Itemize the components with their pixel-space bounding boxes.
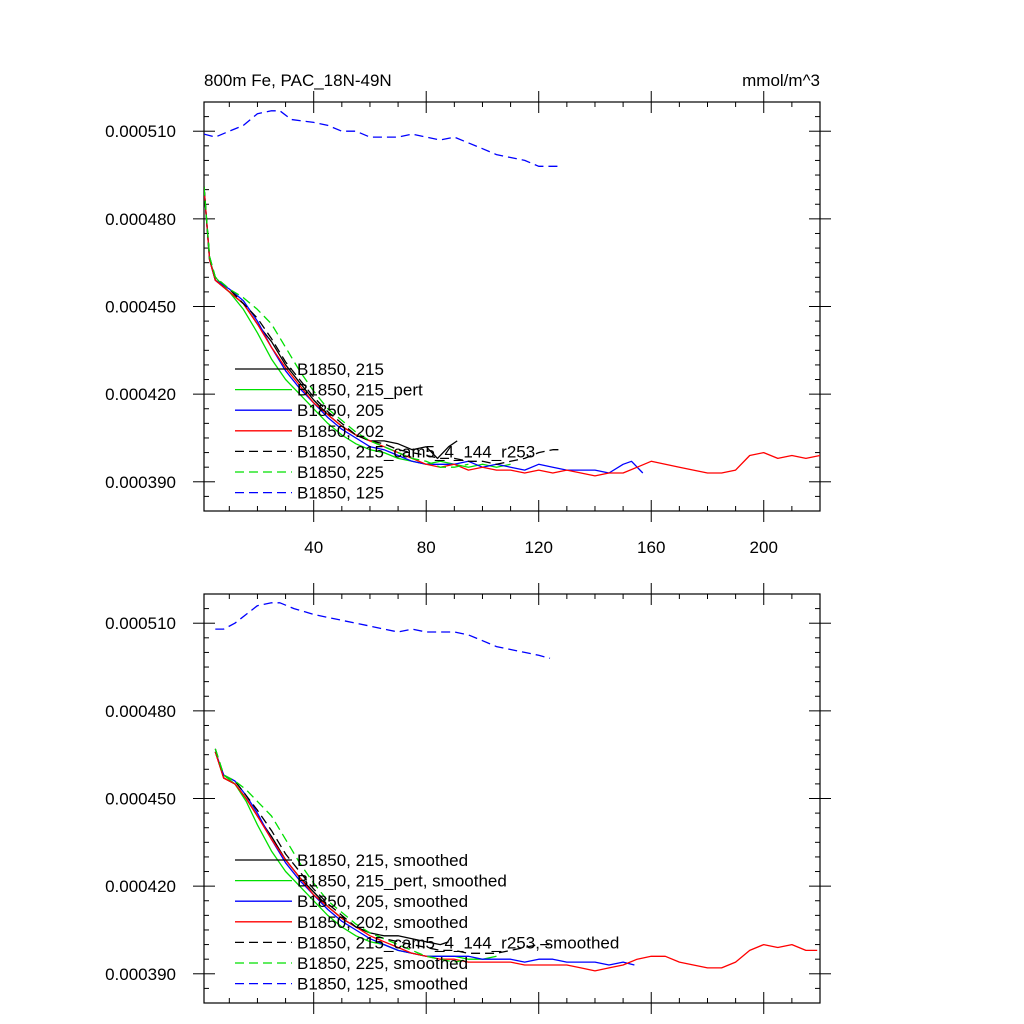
series-line <box>204 186 644 474</box>
legend-entry: B1850, 225 <box>297 463 384 482</box>
y-tick-label: 0.000450 <box>105 790 176 809</box>
chart-title: 800m Fe, PAC_18N-49N <box>204 71 392 90</box>
y-tick-label: 0.000420 <box>105 385 176 404</box>
series-line <box>204 110 559 167</box>
legend-entry: B1850, 205 <box>297 401 384 420</box>
legend-entry: B1850, 215_pert <box>297 381 423 400</box>
series-line <box>214 748 469 963</box>
legend-entry: B1850, 202, smoothed <box>297 913 468 932</box>
series-group <box>204 110 820 477</box>
y-tick-label: 0.000480 <box>105 210 176 229</box>
series-line <box>214 751 818 972</box>
series-line <box>204 186 820 477</box>
y-tick-label: 0.000420 <box>105 877 176 896</box>
legend-entry: B1850, 225, smoothed <box>297 954 468 973</box>
x-tick-label: 120 <box>525 538 553 557</box>
series-line <box>204 186 559 465</box>
x-tick-label: 160 <box>637 538 665 557</box>
y-tick-label: 0.000390 <box>105 965 176 984</box>
legend-entry: B1850, 215, smoothed <box>297 851 468 870</box>
series-group <box>214 602 818 972</box>
bottom-panel: 0.000390 0.000420 0.000450 0.000480 0.000510… <box>105 583 831 1014</box>
legend-entry: B1850, 215_cam5_4_144_r253 <box>297 442 535 461</box>
legend-entry: B1850, 202 <box>297 422 384 441</box>
series-line <box>215 602 551 659</box>
y-tick-label: 0.000450 <box>105 298 176 317</box>
legend-entry: B1850, 215_cam5_4_144_r253, smoothed <box>297 933 619 952</box>
series-line <box>204 186 469 468</box>
legend-entry: B1850, 125 <box>297 484 384 503</box>
legend-entry: B1850, 205, smoothed <box>297 892 468 911</box>
x-tick-label: 200 <box>750 538 778 557</box>
y-tick-label: 0.000510 <box>105 614 176 633</box>
y-tick-label: 0.000390 <box>105 473 176 492</box>
y-tick-label: 0.000480 <box>105 702 176 721</box>
legend-entry: B1850, 125, smoothed <box>297 975 468 994</box>
units-label: mmol/m^3 <box>742 71 820 90</box>
top-panel: 40 80 120 160 200 0.000390 0.000420 0.000450 0.0… <box>105 91 831 557</box>
legend-entry: B1850, 215 <box>297 360 384 379</box>
x-tick-label: 80 <box>417 538 436 557</box>
x-tick-label: 40 <box>304 538 323 557</box>
legend-entry: B1850, 215_pert, smoothed <box>297 872 507 891</box>
y-tick-label: 0.000510 <box>105 122 176 141</box>
